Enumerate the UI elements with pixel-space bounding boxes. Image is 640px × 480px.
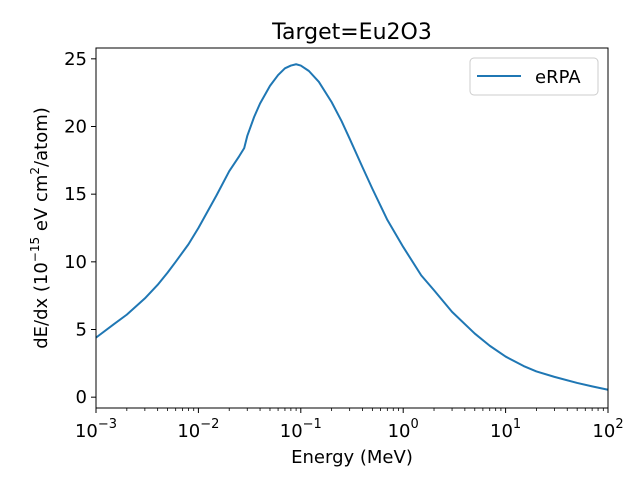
legend: eRPA xyxy=(469,57,599,96)
y-axis-label-part-3: /atom) xyxy=(31,107,52,167)
y-tick-label: 20 xyxy=(64,116,87,137)
y-tick-label: 5 xyxy=(76,320,87,341)
y-axis-label-exponent-2: 2 xyxy=(28,167,42,175)
y-tick-label: 15 xyxy=(64,184,87,205)
y-axis-label: dE/dx (10−15 eV cm2/atom) xyxy=(28,107,52,349)
x-tick-label: 102 xyxy=(592,417,623,442)
x-tick-label: 100 xyxy=(388,417,419,442)
y-tick-label: 25 xyxy=(64,49,87,70)
y-axis-label-exponent: −15 xyxy=(28,237,42,262)
legend-label: eRPA xyxy=(535,67,581,88)
x-axis-label: Energy (MeV) xyxy=(291,447,413,468)
y-tick-label: 0 xyxy=(76,387,87,408)
x-axis: 10−3 10−2 10−1 100 101 102 xyxy=(75,408,624,442)
x-tick-label: 10−2 xyxy=(177,417,219,442)
y-axis-label-part-2: eV cm xyxy=(31,175,52,237)
x-tick-label: 101 xyxy=(490,417,521,442)
plot-frame xyxy=(95,47,609,409)
y-tick-label: 10 xyxy=(64,252,87,273)
y-axis-label-part-1: dE/dx (10 xyxy=(31,262,52,349)
x-tick-label: 10−3 xyxy=(75,417,117,442)
plot-area xyxy=(95,47,609,409)
legend-box xyxy=(469,57,599,96)
series-line-0 xyxy=(95,63,609,391)
x-tick-label: 10−1 xyxy=(280,417,322,442)
y-axis: 0 5 10 15 20 25 xyxy=(64,49,96,408)
chart-title: Target=Eu2O3 xyxy=(271,20,432,45)
